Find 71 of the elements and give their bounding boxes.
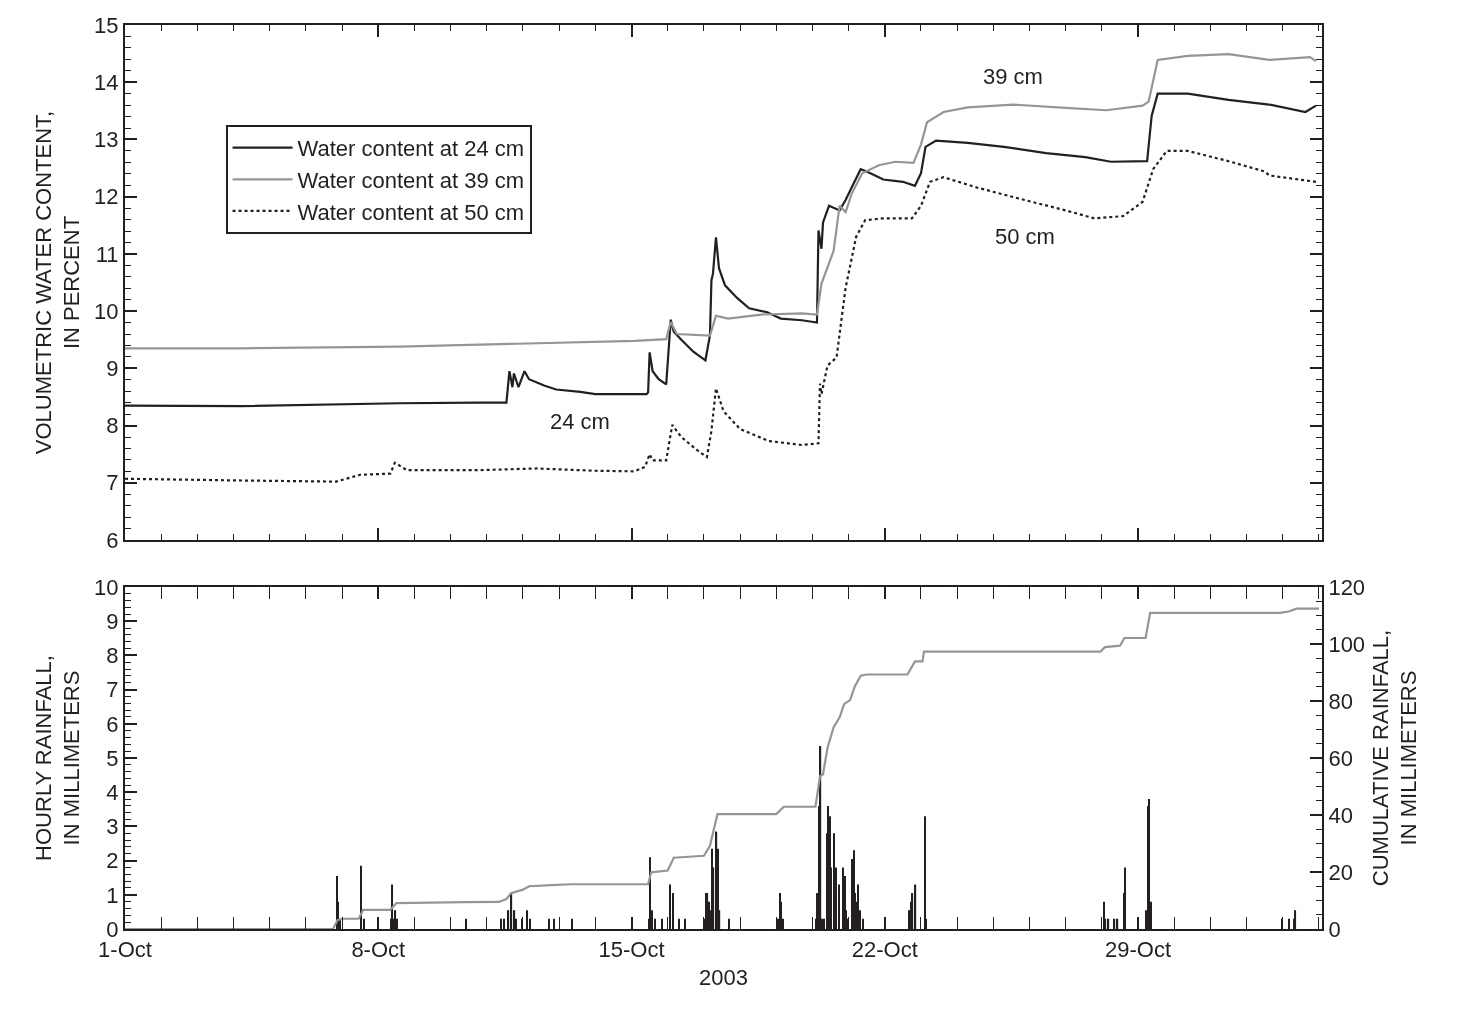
y2-axis-title: CUMULATIVE RAINFALL, IN MILLIMETERS xyxy=(1367,629,1422,887)
x-tick-label: 22-Oct xyxy=(851,937,918,963)
y-tick-label: 5 xyxy=(106,745,119,771)
bar xyxy=(526,910,528,929)
bar xyxy=(503,918,505,929)
x-tick-label: 29-Oct xyxy=(1105,937,1172,963)
bar xyxy=(1288,918,1291,929)
bar xyxy=(1294,910,1297,929)
bar xyxy=(548,918,550,929)
bar xyxy=(1148,799,1150,929)
line-series xyxy=(125,607,1321,929)
bar xyxy=(924,816,926,929)
bar xyxy=(857,884,859,929)
y2-tick-label: 0 xyxy=(1328,916,1341,942)
y2-tick-label: 20 xyxy=(1328,859,1353,885)
x-tick-label: 15-Oct xyxy=(598,937,665,963)
bar xyxy=(571,918,573,929)
y-tick-label: 6 xyxy=(106,711,119,737)
line-series xyxy=(125,53,1318,350)
x-tick-label: 8-Oct xyxy=(351,937,406,963)
bar xyxy=(914,884,917,929)
y-tick-label: 10 xyxy=(94,298,119,324)
y-axis-title: HOURLY RAINFALL, IN MILLIMETERS xyxy=(30,655,85,861)
bar xyxy=(661,918,663,929)
y-tick-label: 12 xyxy=(94,184,119,210)
legend-label: Water content at 50 cm xyxy=(297,199,525,225)
bar xyxy=(678,918,680,929)
y-tick-label: 7 xyxy=(106,470,119,496)
y-tick-label: 9 xyxy=(106,608,119,634)
bar xyxy=(1113,918,1116,929)
bar xyxy=(1107,918,1110,929)
y-axis-title: VOLUMETRIC WATER CONTENT, IN PERCENT xyxy=(30,110,85,455)
bar xyxy=(510,893,513,929)
bar xyxy=(360,865,362,929)
bar xyxy=(684,918,686,929)
y2-tick-label: 100 xyxy=(1328,631,1366,657)
y2-tick-label: 60 xyxy=(1328,745,1353,771)
x-axis-title: 2003 xyxy=(699,964,748,990)
y-tick-label: 15 xyxy=(94,12,119,38)
y-tick-label: 7 xyxy=(106,677,119,703)
y2-tick-label: 80 xyxy=(1328,688,1353,714)
bar xyxy=(728,918,730,929)
y-tick-label: 8 xyxy=(106,643,119,669)
y-tick-label: 10 xyxy=(94,574,119,600)
y2-tick-label: 120 xyxy=(1328,574,1366,600)
bar xyxy=(842,867,844,929)
bar xyxy=(1124,867,1126,929)
legend-label: Water content at 39 cm xyxy=(297,167,525,193)
bar xyxy=(827,805,829,929)
y-tick-label: 8 xyxy=(106,413,119,439)
y-tick-label: 6 xyxy=(106,527,119,553)
y-tick-label: 3 xyxy=(106,814,119,840)
bar xyxy=(553,918,555,929)
y-tick-label: 2 xyxy=(106,848,119,874)
bar xyxy=(500,918,502,929)
y-tick-label: 14 xyxy=(94,69,119,95)
y-tick-label: 11 xyxy=(95,241,119,267)
y-tick-label: 1 xyxy=(106,882,119,908)
legend-label: Water content at 24 cm xyxy=(297,136,525,162)
bar xyxy=(833,833,835,929)
y2-tick-label: 40 xyxy=(1328,802,1353,828)
annotation: 39 cm xyxy=(983,64,1043,89)
annotation: 24 cm xyxy=(550,409,610,434)
y-tick-label: 9 xyxy=(106,356,119,382)
bar xyxy=(1116,918,1119,929)
bar xyxy=(391,884,394,929)
y-tick-label: 13 xyxy=(94,127,119,153)
y-tick-label: 4 xyxy=(106,779,119,805)
bar xyxy=(715,831,718,929)
bar xyxy=(465,918,467,929)
annotation: 50 cm xyxy=(995,224,1055,249)
